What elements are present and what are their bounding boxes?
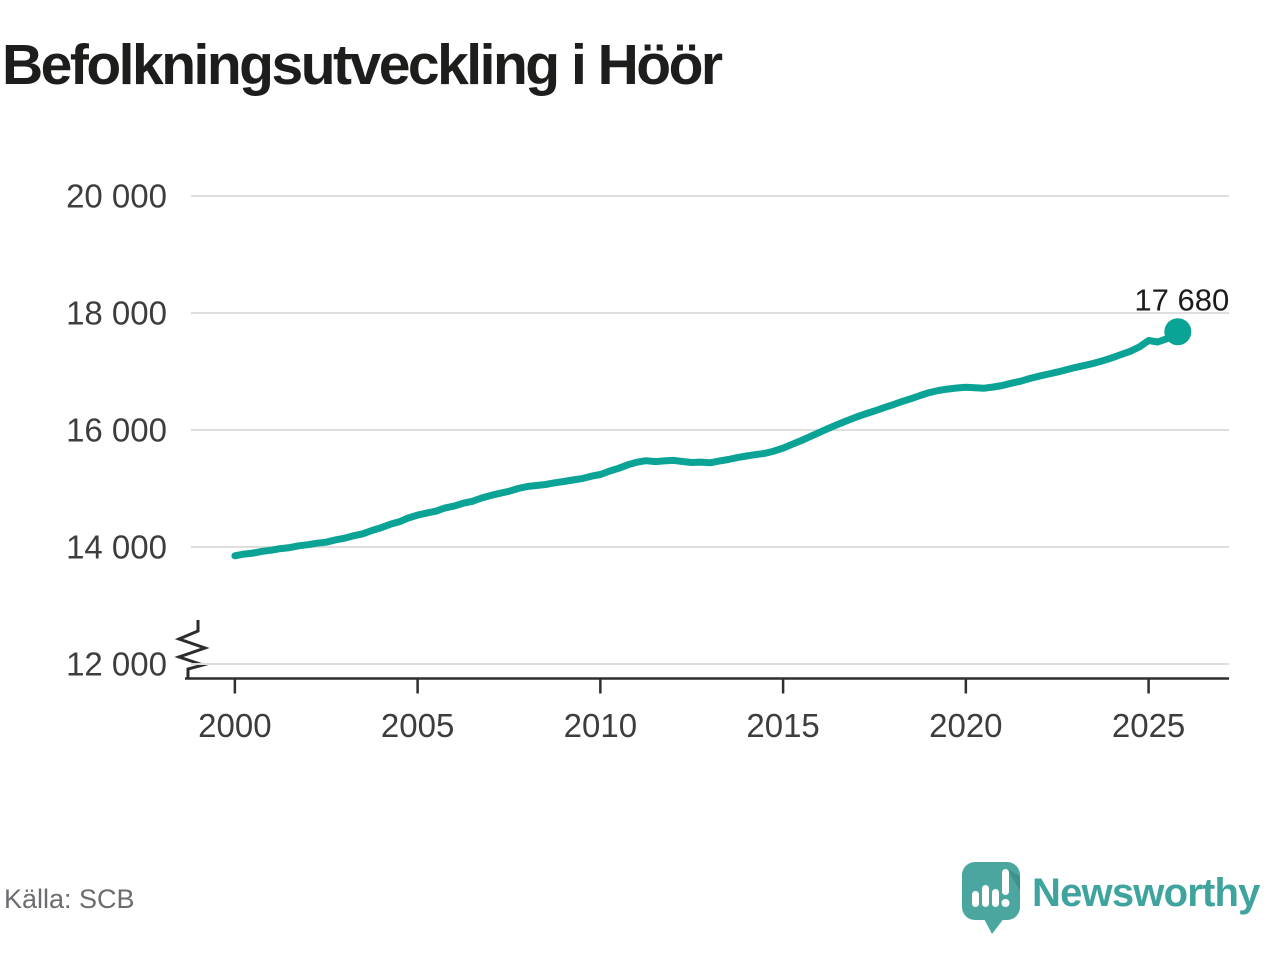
x-axis-label: 2015 xyxy=(746,707,819,744)
x-axis-label: 2025 xyxy=(1112,707,1185,744)
axis-break-icon xyxy=(174,620,210,678)
y-axis-label: 12 000 xyxy=(66,646,167,683)
chart-title: Befolkningsutveckling i Höör xyxy=(2,33,723,97)
latest-value-marker xyxy=(1164,318,1192,346)
newsworthy-logo-icon xyxy=(962,862,1020,934)
latest-value-label: 17 680 xyxy=(1134,283,1229,318)
x-axis-label: 2010 xyxy=(564,707,637,744)
newsworthy-wordmark: Newsworthy xyxy=(1032,871,1260,915)
x-axis-label: 2020 xyxy=(929,707,1002,744)
y-axis-label: 16 000 xyxy=(66,412,167,449)
population-series-line xyxy=(231,328,1182,560)
y-axis-label: 14 000 xyxy=(66,529,167,566)
x-axis-label: 2005 xyxy=(381,707,454,744)
y-axis-label: 20 000 xyxy=(66,178,167,215)
source-caption: Källa: SCB xyxy=(4,884,135,914)
y-axis-label: 18 000 xyxy=(66,295,167,332)
x-axis-label: 2000 xyxy=(198,707,271,744)
